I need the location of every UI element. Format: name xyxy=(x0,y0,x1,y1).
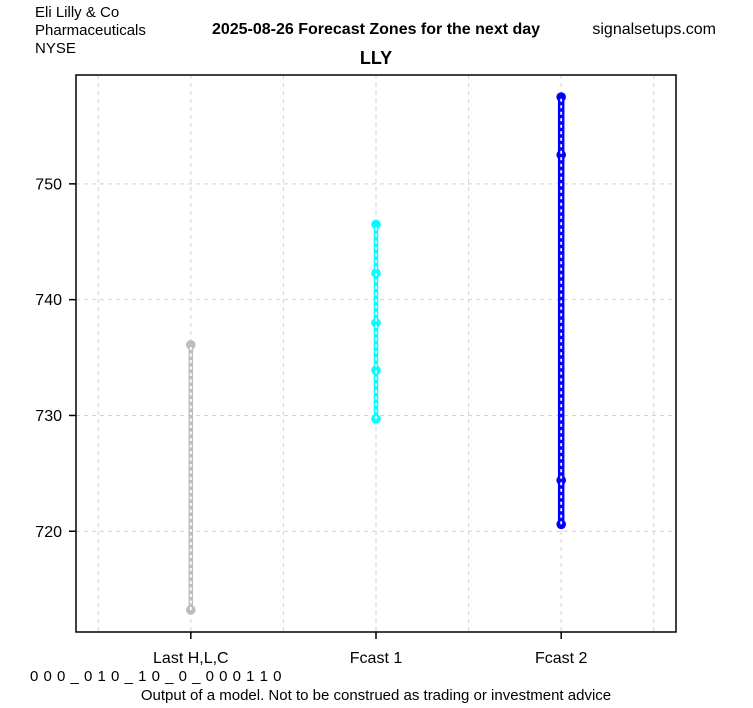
company-name: Eli Lilly & Co xyxy=(35,4,120,21)
y-tick-label: 750 xyxy=(35,176,62,193)
company-exchange: NYSE xyxy=(35,40,76,57)
data-point-2 xyxy=(371,365,381,376)
ticker-title: LLY xyxy=(359,48,393,68)
x-tick-label: Fcast 1 xyxy=(350,650,403,667)
x-tick-label: Fcast 2 xyxy=(535,650,588,667)
data-point-3 xyxy=(556,92,566,102)
company-sector: Pharmaceuticals xyxy=(35,22,146,39)
data-point-2 xyxy=(371,318,381,328)
company-info: Eli Lilly & Co Pharmaceuticals NYSE xyxy=(35,4,146,58)
model-signal-code: 0 0 0 _ 0 1 0 _ 1 0 _ 0 _ 0 0 0 1 1 0 xyxy=(30,668,283,685)
data-point-3 xyxy=(556,150,566,160)
forecast-header-title: 2025-08-26 Forecast Zones for the next d… xyxy=(211,21,541,38)
data-point-3 xyxy=(556,475,566,486)
x-tick-label: Last H,L,C xyxy=(153,650,229,667)
data-point-1 xyxy=(186,340,196,350)
disclaimer-text: Output of a model. Not to be construed a… xyxy=(140,687,612,704)
y-tick-label: 740 xyxy=(35,292,62,309)
data-point-2 xyxy=(371,219,381,230)
y-tick-label: 720 xyxy=(35,524,62,541)
site-name: signalsetups.com xyxy=(592,21,716,38)
y-tick-label: 730 xyxy=(35,408,62,425)
